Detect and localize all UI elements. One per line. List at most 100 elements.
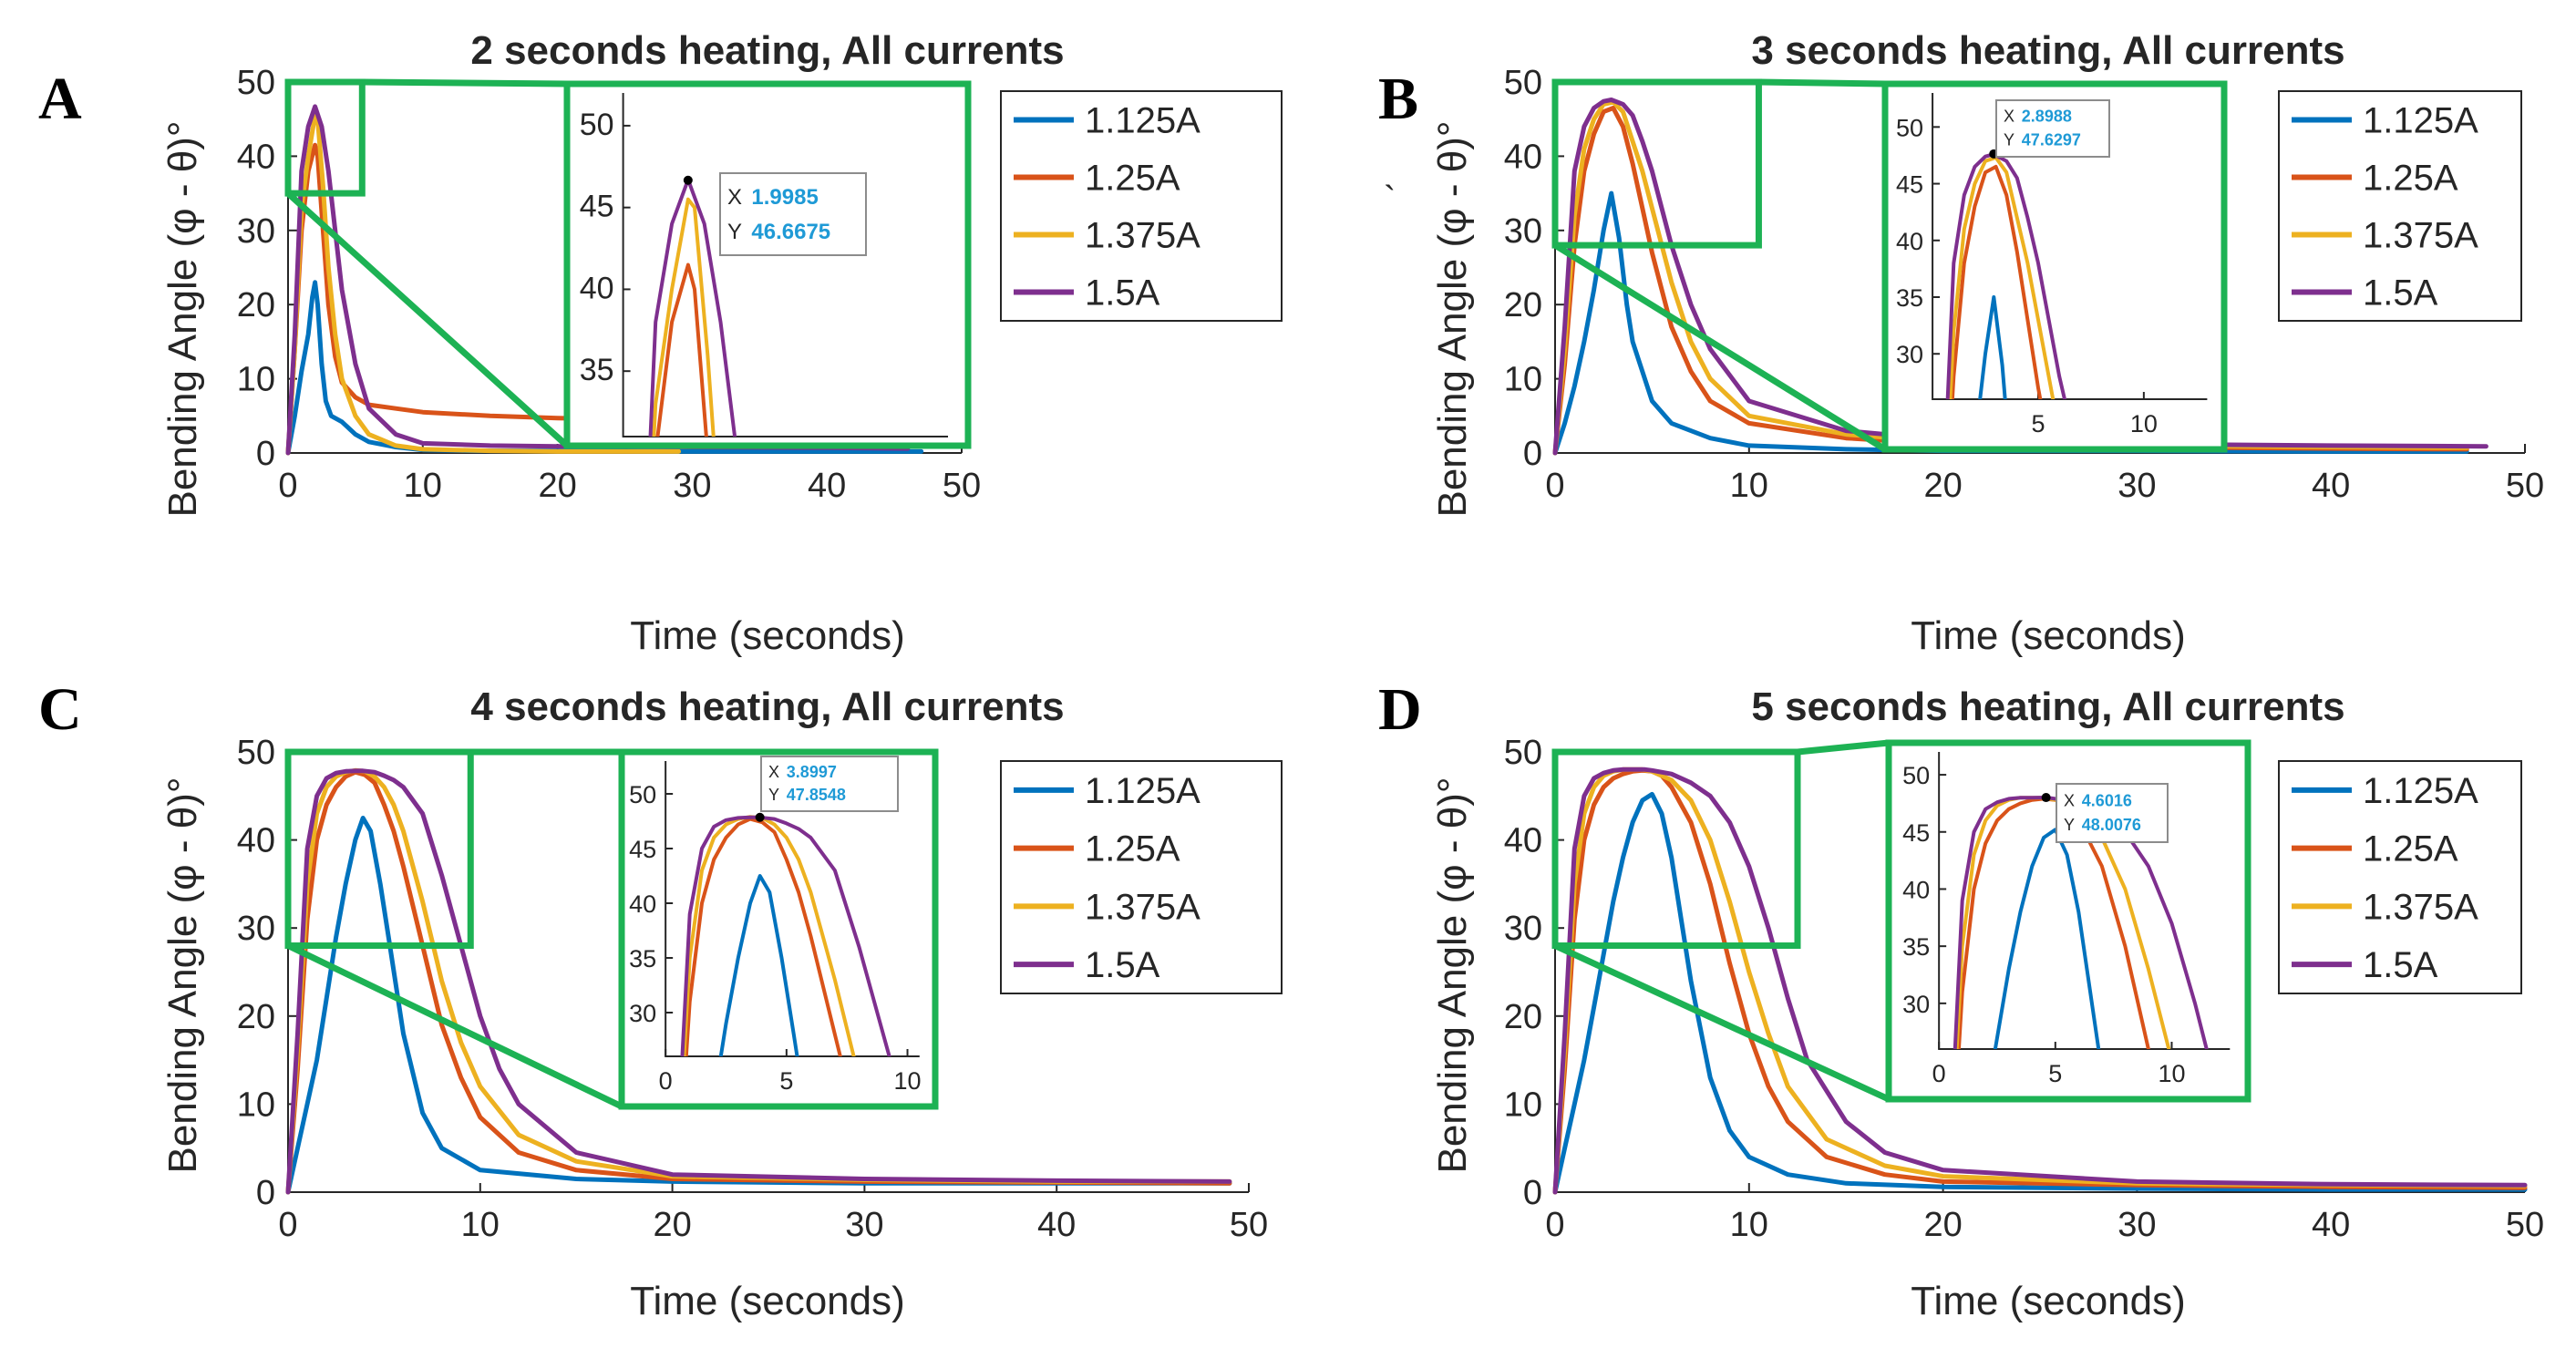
inset-series-line bbox=[1993, 828, 2101, 1049]
datatip-box bbox=[1995, 99, 2110, 158]
chart-title: 5 seconds heating, All currents bbox=[1751, 684, 2344, 729]
inset-background bbox=[567, 84, 968, 446]
legend-entry: 1.125A bbox=[2363, 101, 2478, 141]
y-tick-label: 0 bbox=[1523, 1174, 1542, 1212]
inset-y-tick-label: 45 bbox=[629, 836, 656, 863]
inset-x-tick-label: 10 bbox=[894, 1067, 922, 1095]
inset-axes bbox=[1932, 93, 2208, 400]
zoom-region-box bbox=[1551, 748, 1801, 950]
legend-entry: 1.25A bbox=[1085, 159, 1180, 199]
datatip[interactable]: X 4.6016 Y 48.0076 bbox=[2056, 783, 2169, 843]
zoom-connector-line bbox=[1553, 242, 1887, 452]
x-tick-label: 0 bbox=[1545, 1206, 1564, 1244]
inset-x-tick-label: 0 bbox=[659, 1067, 673, 1095]
y-tick-label: 30 bbox=[237, 212, 275, 251]
series-line-1-5a bbox=[285, 768, 1232, 1195]
inset-series-line bbox=[682, 815, 856, 1056]
series-line-1-375a bbox=[1552, 767, 2528, 1195]
inset-y-tick-label: 40 bbox=[629, 890, 656, 918]
legend-entry: 1.5A bbox=[1085, 273, 1160, 314]
inset-series-line bbox=[684, 817, 842, 1056]
legend-entry: 1.375A bbox=[1085, 887, 1200, 927]
legend-box bbox=[1000, 760, 1283, 994]
zoom-connector-line bbox=[285, 190, 570, 448]
panel-letter: A bbox=[38, 66, 82, 132]
zoom-connector-line bbox=[1797, 739, 1890, 756]
datatip-y-value: 48.0076 bbox=[2082, 816, 2141, 834]
y-tick-label: 20 bbox=[237, 286, 275, 324]
y-tick-label: 10 bbox=[237, 1086, 275, 1124]
x-tick-label: 30 bbox=[2117, 1206, 2156, 1244]
inset-y-tick-label: 50 bbox=[1902, 762, 1930, 789]
y-tick-label: 50 bbox=[1504, 734, 1542, 772]
y-tick-label: 30 bbox=[1504, 212, 1542, 251]
x-tick-label: 20 bbox=[1923, 1206, 1962, 1244]
legend-entry: 1.375A bbox=[2363, 887, 2478, 927]
series-line-1-25a bbox=[1552, 767, 2528, 1195]
inset-x-tick-label: 0 bbox=[1932, 1060, 1946, 1087]
legend-entry: 1.25A bbox=[1085, 829, 1180, 870]
inset-x-tick-label: 10 bbox=[2158, 1060, 2185, 1087]
datatip-box bbox=[2056, 783, 2169, 843]
datatip[interactable]: X 3.8997 Y 47.8548 bbox=[760, 756, 899, 812]
inset-y-tick-label: 40 bbox=[580, 271, 614, 305]
inset-y-tick-label: 40 bbox=[1896, 228, 1923, 255]
inset-y-tick-label: 45 bbox=[1896, 171, 1923, 199]
legend-box bbox=[1000, 90, 1283, 322]
inset-plot bbox=[680, 815, 891, 1056]
inset-y-tick-label: 45 bbox=[580, 190, 614, 224]
y-tick-label: 30 bbox=[1504, 910, 1542, 948]
zoom-region-box bbox=[284, 78, 366, 197]
datatip-marker[interactable] bbox=[2041, 793, 2051, 803]
panel-letter: D bbox=[1378, 676, 1422, 743]
stray-mark: ` bbox=[1384, 180, 1396, 220]
inset-frame bbox=[1885, 739, 2251, 1103]
inset-frame bbox=[563, 80, 972, 449]
datatip[interactable]: X 2.8988 Y 47.6297 bbox=[1995, 99, 2110, 158]
chart-panel-a: A 2 seconds heating, All currents 0 10 20 30 4… bbox=[38, 28, 1283, 658]
x-tick-label: 40 bbox=[808, 467, 846, 505]
datatip[interactable]: X 1.9985 Y 46.6675 bbox=[719, 172, 867, 256]
inset-series-line bbox=[1948, 155, 2056, 399]
datatip-marker[interactable] bbox=[683, 175, 693, 185]
chart-panel-d: D 5 seconds heating, All currents 0 10 20 30 4… bbox=[1378, 676, 2544, 1323]
y-tick-label: 20 bbox=[1504, 286, 1542, 324]
datatip-x-value: 1.9985 bbox=[751, 185, 818, 210]
datatip-x-label: X bbox=[2004, 108, 2014, 126]
panel-letter: B bbox=[1378, 66, 1418, 132]
legend-entry: 1.5A bbox=[2363, 273, 2438, 314]
y-tick-label: 50 bbox=[1504, 64, 1542, 102]
datatip-y-value: 46.6675 bbox=[751, 220, 830, 244]
x-tick-label: 20 bbox=[1923, 467, 1962, 505]
inset-frame bbox=[1881, 80, 2228, 453]
inset-y-tick-label: 35 bbox=[1896, 284, 1923, 312]
legend-entry: 1.5A bbox=[1085, 945, 1160, 985]
inset-y-tick-label: 35 bbox=[1902, 933, 1930, 961]
x-tick-label: 0 bbox=[278, 467, 297, 505]
inset-series-line bbox=[652, 197, 716, 437]
x-tick-label: 0 bbox=[278, 1206, 297, 1244]
zoom-connector-line bbox=[1758, 78, 1886, 87]
series-line-1-25a bbox=[285, 769, 1232, 1195]
y-tick-label: 20 bbox=[1504, 998, 1542, 1036]
datatip-x-label: X bbox=[768, 763, 779, 781]
datatip-marker[interactable] bbox=[755, 812, 765, 822]
x-tick-label: 10 bbox=[461, 1206, 500, 1244]
datatip-y-label: Y bbox=[2064, 816, 2075, 834]
x-axis-label: Time (seconds) bbox=[1911, 613, 2186, 658]
y-tick-label: 20 bbox=[237, 998, 275, 1036]
chart-title: 4 seconds heating, All currents bbox=[470, 684, 1064, 729]
inset-series-line bbox=[680, 815, 891, 1056]
inset-series-line bbox=[718, 874, 799, 1056]
x-tick-label: 50 bbox=[1230, 1206, 1268, 1244]
zoom-connector-line bbox=[1553, 942, 1891, 1103]
x-tick-label: 50 bbox=[943, 467, 981, 505]
inset-y-tick-label: 50 bbox=[629, 781, 656, 808]
y-tick-label: 40 bbox=[1504, 822, 1542, 860]
inset-series-line bbox=[1950, 164, 2043, 399]
datatip-box bbox=[760, 756, 899, 812]
y-axis-label: Bending Angle (φ - θ)° bbox=[160, 777, 205, 1173]
legend: 1.125A 1.25A 1.375A 1.5A bbox=[1000, 90, 1283, 322]
datatip-x-value: 4.6016 bbox=[2082, 791, 2132, 809]
